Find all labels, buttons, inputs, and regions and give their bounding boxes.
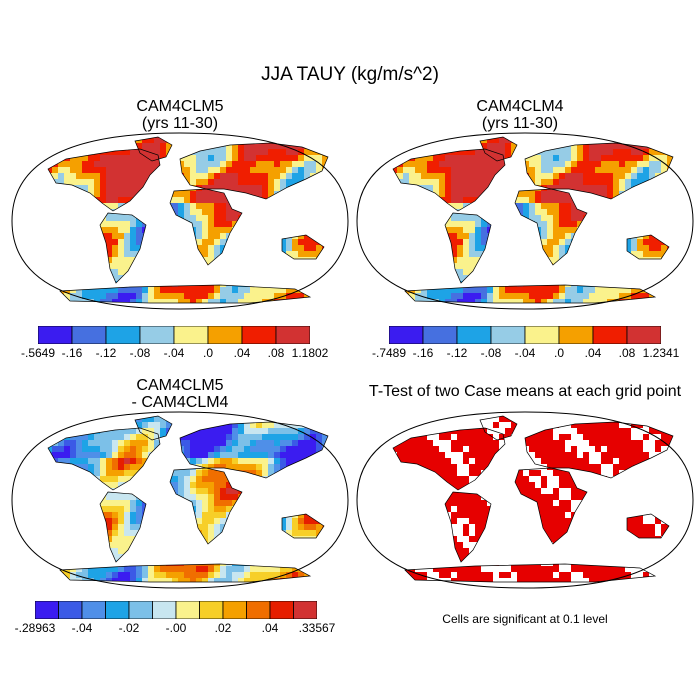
panel-title-cam4clm4: CAM4CLM4 (yrs 11-30) bbox=[415, 98, 625, 132]
panel-title-cam4clm5: CAM4CLM5 (yrs 11-30) bbox=[75, 98, 285, 132]
colorbar-swatch bbox=[207, 326, 243, 344]
colorbar-swatch bbox=[524, 326, 560, 344]
map-border bbox=[356, 411, 694, 589]
panel-title-line2: - CAM4CLM4 bbox=[131, 394, 229, 411]
colorbar-tick-label: -.16 bbox=[61, 346, 83, 360]
colorbar-swatch bbox=[422, 326, 458, 344]
colorbar-swatch bbox=[105, 601, 130, 619]
colorbar-swatch bbox=[58, 601, 83, 619]
colorbar-swatch bbox=[175, 601, 200, 619]
colorbar-tick-label: -.02 bbox=[118, 621, 140, 635]
colorbar-tick-label: -.16 bbox=[412, 346, 434, 360]
significance-note: Cells are significant at 0.1 level bbox=[442, 612, 608, 626]
colorbar-swatch bbox=[222, 601, 247, 619]
colorbar-tick-label: 1.1802 bbox=[291, 346, 329, 360]
colorbar-swatch bbox=[81, 601, 106, 619]
colorbar-tick-label: -.12 bbox=[95, 346, 117, 360]
colorbar-tick-label: .04 bbox=[261, 621, 279, 635]
colorbar-tick-label: -.28963 bbox=[14, 621, 56, 635]
map-ttest bbox=[356, 411, 694, 589]
colorbar-swatch bbox=[626, 326, 661, 344]
land-grid-cells bbox=[393, 416, 673, 582]
panel-title-line1: CAM4CLM4 bbox=[476, 98, 564, 115]
colorbar-tick-label: -.08 bbox=[129, 346, 151, 360]
colorbar-swatch bbox=[105, 326, 141, 344]
map-cam4clm4 bbox=[356, 132, 694, 310]
colorbar-tick-label: .04 bbox=[584, 346, 602, 360]
panel-title-line1: CAM4CLM5 bbox=[136, 377, 224, 394]
colorbar-swatch bbox=[71, 326, 107, 344]
panel-title-line2: (yrs 11-30) bbox=[141, 115, 219, 132]
colorbar-swatch bbox=[173, 326, 209, 344]
panel-title-difference: CAM4CLM5 - CAM4CLM4 bbox=[75, 377, 285, 411]
colorbar-swatch bbox=[592, 326, 628, 344]
panel-title-ttest: T-Test of two Case means at each grid po… bbox=[368, 383, 682, 400]
colorbar-tick-label: .33567 bbox=[298, 621, 336, 635]
colorbar-cam4clm4 bbox=[389, 326, 661, 344]
panel-title-line2: (yrs 11-30) bbox=[481, 115, 559, 132]
colorbar-swatch bbox=[241, 326, 277, 344]
colorbar-swatch bbox=[139, 326, 175, 344]
colorbar-swatch bbox=[152, 601, 177, 619]
colorbar-swatch bbox=[293, 601, 317, 619]
colorbar-tick-label: .04 bbox=[233, 346, 251, 360]
colorbar-tick-label: .0 bbox=[553, 346, 565, 360]
land-grid-cells bbox=[48, 416, 328, 582]
colorbar-swatch bbox=[199, 601, 224, 619]
map-cam4clm5 bbox=[11, 132, 349, 310]
figure-title: JJA TAUY (kg/m/s^2) bbox=[261, 64, 439, 85]
colorbar-tick-label: -.00 bbox=[165, 621, 187, 635]
colorbar-tick-label: .0 bbox=[202, 346, 214, 360]
colorbar-tick-label: -.08 bbox=[480, 346, 502, 360]
map-border bbox=[11, 132, 349, 310]
colorbar-swatch bbox=[35, 601, 59, 619]
colorbar-swatch bbox=[456, 326, 492, 344]
colorbar-swatch bbox=[246, 601, 271, 619]
land-grid-cells bbox=[393, 137, 673, 303]
colorbar-tick-label: .08 bbox=[618, 346, 636, 360]
colorbar-tick-label: -.12 bbox=[446, 346, 468, 360]
colorbar-swatch bbox=[38, 326, 73, 344]
colorbar-swatch bbox=[389, 326, 424, 344]
colorbar-tick-label: -.5649 bbox=[20, 346, 56, 360]
colorbar-swatch bbox=[128, 601, 153, 619]
map-difference bbox=[11, 411, 349, 589]
map-border bbox=[356, 132, 694, 310]
colorbar-tick-label: -.7489 bbox=[371, 346, 407, 360]
colorbar-tick-label: -.04 bbox=[163, 346, 185, 360]
colorbar-cam4clm5 bbox=[38, 326, 310, 344]
colorbar-swatch bbox=[490, 326, 526, 344]
map-border bbox=[11, 411, 349, 589]
colorbar-tick-label: .02 bbox=[214, 621, 232, 635]
panel-title-line1: CAM4CLM5 bbox=[136, 98, 224, 115]
colorbar-difference bbox=[35, 601, 317, 619]
land-grid-cells bbox=[48, 137, 328, 303]
colorbar-swatch bbox=[275, 326, 310, 344]
colorbar-tick-label: .08 bbox=[267, 346, 285, 360]
colorbar-swatch bbox=[558, 326, 594, 344]
colorbar-tick-label: 1.2341 bbox=[642, 346, 680, 360]
colorbar-tick-label: -.04 bbox=[71, 621, 93, 635]
colorbar-tick-label: -.04 bbox=[514, 346, 536, 360]
colorbar-swatch bbox=[269, 601, 294, 619]
